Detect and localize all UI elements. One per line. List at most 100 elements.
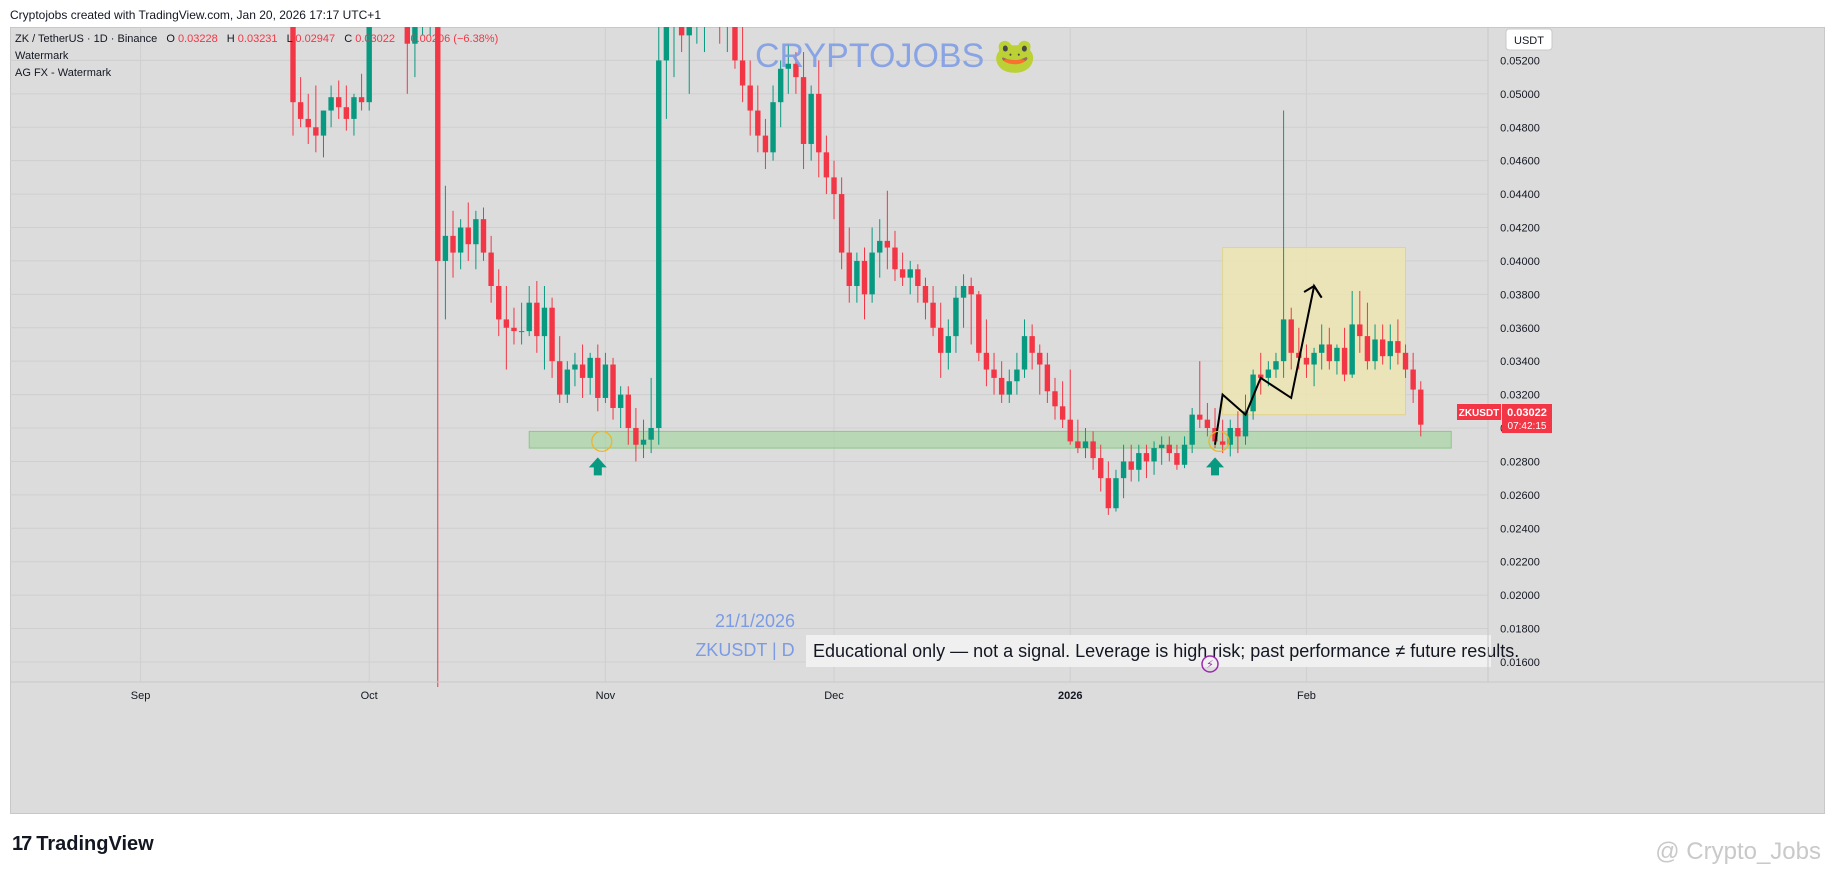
candle[interactable]	[587, 352, 593, 395]
candle[interactable]	[420, 27, 425, 36]
candle[interactable]	[717, 27, 722, 44]
candle[interactable]	[1189, 407, 1195, 454]
candle[interactable]	[1204, 402, 1211, 437]
candle[interactable]	[633, 407, 639, 462]
candle[interactable]	[678, 27, 685, 53]
candle[interactable]	[1319, 324, 1325, 370]
candle[interactable]	[320, 110, 327, 158]
candle[interactable]	[1334, 344, 1340, 375]
candle[interactable]	[1059, 381, 1066, 429]
candle[interactable]	[732, 27, 738, 69]
candle[interactable]	[1052, 377, 1058, 420]
candle[interactable]	[945, 319, 952, 370]
candle[interactable]	[1364, 302, 1371, 370]
candle[interactable]	[1098, 444, 1104, 492]
candle[interactable]	[884, 190, 891, 270]
candle[interactable]	[762, 118, 769, 170]
legend-indicator-watermark[interactable]: Watermark	[15, 50, 69, 62]
candle[interactable]	[930, 285, 936, 337]
candle[interactable]	[686, 27, 692, 94]
candle[interactable]	[846, 227, 852, 303]
candle[interactable]	[534, 280, 540, 353]
candle[interactable]	[1044, 352, 1051, 403]
candle[interactable]	[336, 80, 342, 119]
candle[interactable]	[1082, 428, 1089, 459]
candle[interactable]	[983, 319, 990, 387]
candle[interactable]	[625, 386, 631, 445]
candle[interactable]	[610, 357, 616, 420]
candle[interactable]	[305, 93, 311, 144]
tradingview-logo[interactable]: 17 TradingView	[12, 833, 154, 856]
candle[interactable]	[1273, 352, 1279, 378]
candle[interactable]	[496, 269, 502, 337]
candle[interactable]	[1402, 344, 1409, 378]
candle[interactable]	[725, 27, 730, 53]
candle[interactable]	[915, 264, 921, 303]
candle[interactable]	[755, 85, 761, 153]
legend-indicator-agfx[interactable]: AG FX - Watermark	[15, 67, 112, 79]
candle[interactable]	[1090, 431, 1096, 470]
candle[interactable]	[998, 361, 1005, 403]
lightning-icon[interactable]: ⚡	[1201, 655, 1219, 673]
candle[interactable]	[297, 77, 304, 128]
candle[interactable]	[465, 202, 471, 261]
candle[interactable]	[595, 344, 601, 412]
candle[interactable]	[328, 85, 334, 128]
candle[interactable]	[877, 219, 883, 278]
candle[interactable]	[640, 419, 647, 459]
candle[interactable]	[1006, 369, 1012, 403]
candle[interactable]	[747, 60, 753, 136]
candle[interactable]	[435, 27, 441, 688]
candle[interactable]	[564, 361, 571, 403]
candle[interactable]	[823, 135, 830, 195]
candle[interactable]	[602, 352, 609, 403]
candle[interactable]	[777, 60, 784, 128]
candle[interactable]	[1113, 469, 1119, 512]
candle[interactable]	[922, 277, 929, 320]
candle[interactable]	[526, 285, 532, 337]
candle[interactable]	[1311, 347, 1317, 387]
candle[interactable]	[1120, 444, 1127, 499]
candle[interactable]	[1029, 324, 1035, 370]
candle[interactable]	[427, 27, 432, 36]
candle[interactable]	[968, 277, 974, 345]
candle[interactable]	[518, 302, 525, 345]
candle[interactable]	[1151, 441, 1157, 475]
candle[interactable]	[1181, 436, 1188, 469]
candle[interactable]	[907, 260, 913, 295]
currency-button[interactable]: USDT	[1505, 28, 1553, 51]
candlestick-chart[interactable]: ZK / TetherUS · 1D · Binance O 0.03228 H…	[10, 27, 1825, 814]
candle[interactable]	[800, 52, 807, 170]
candle[interactable]	[549, 297, 555, 378]
candle[interactable]	[976, 291, 982, 362]
candle[interactable]	[656, 27, 662, 445]
candle[interactable]	[503, 285, 510, 370]
candle[interactable]	[831, 160, 837, 220]
candle[interactable]	[1280, 110, 1287, 378]
candle[interactable]	[343, 85, 350, 131]
candle[interactable]	[1395, 319, 1401, 365]
candle[interactable]	[854, 252, 860, 303]
candle[interactable]	[442, 185, 449, 320]
candle[interactable]	[808, 85, 814, 161]
candle[interactable]	[1410, 352, 1416, 403]
candle[interactable]	[739, 27, 746, 103]
candle[interactable]	[991, 352, 997, 395]
candle[interactable]	[541, 285, 548, 370]
candle[interactable]	[861, 247, 868, 320]
candle[interactable]	[1174, 444, 1180, 470]
candle[interactable]	[1387, 324, 1393, 370]
candle[interactable]	[617, 386, 624, 429]
candle[interactable]	[1242, 394, 1249, 445]
candle[interactable]	[816, 60, 822, 178]
candle[interactable]	[313, 85, 319, 153]
candle[interactable]	[557, 336, 563, 403]
candle[interactable]	[358, 73, 365, 111]
candle[interactable]	[1258, 352, 1264, 395]
candle[interactable]	[899, 252, 906, 286]
candle[interactable]	[366, 27, 372, 111]
candle[interactable]	[457, 219, 464, 270]
candle[interactable]	[1128, 444, 1134, 482]
candle[interactable]	[473, 210, 479, 270]
candle[interactable]	[1357, 291, 1363, 353]
